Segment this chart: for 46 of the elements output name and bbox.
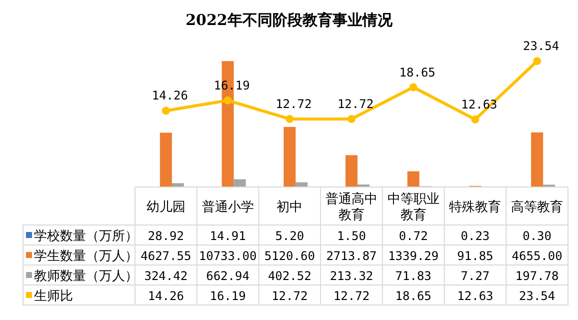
data-label: 10733.00 bbox=[198, 249, 257, 263]
x-tick-label: 中等职业教育 bbox=[387, 192, 440, 223]
data-label: 28.92 bbox=[148, 229, 184, 243]
data-label: 4655.00 bbox=[512, 249, 562, 263]
data-label: 1.50 bbox=[337, 229, 366, 243]
x-tick-label: 特殊教育 bbox=[449, 199, 502, 215]
data-label: 0.72 bbox=[398, 229, 428, 243]
data-label: 18.65 bbox=[395, 289, 432, 303]
data-label: 197.78 bbox=[515, 269, 559, 283]
text: 18.65 bbox=[399, 65, 436, 80]
text: 12.72 bbox=[276, 96, 312, 111]
x-tick-label: 高等教育 bbox=[511, 199, 564, 215]
data-label: 0.30 bbox=[522, 229, 552, 243]
data-label: 12.72 bbox=[272, 289, 308, 303]
data-label: 91.85 bbox=[457, 249, 494, 263]
data-label: 662.94 bbox=[206, 269, 250, 283]
data-label: 12.63 bbox=[457, 289, 494, 303]
x-tick-label: 普通高中教育 bbox=[326, 191, 378, 223]
data-label: 213.32 bbox=[330, 269, 374, 283]
data-label: 16.19 bbox=[210, 289, 246, 303]
chart-title: 2022年不同阶段教育事业情况 bbox=[186, 11, 394, 29]
data-label: 14.26 bbox=[148, 289, 184, 303]
legend-label: 生师比 bbox=[34, 289, 73, 304]
x-tick-label: 普通小学 bbox=[202, 199, 254, 215]
data-label: 71.83 bbox=[395, 269, 432, 283]
legend-item: 教师数量（万人） bbox=[26, 269, 138, 284]
x-tick-label: 幼儿园 bbox=[146, 200, 186, 215]
text: 23.54 bbox=[523, 39, 560, 54]
data-label: 0.23 bbox=[460, 229, 490, 243]
data-label: 1339.29 bbox=[388, 249, 439, 263]
text: 14.26 bbox=[152, 88, 188, 103]
data-label: 23.54 bbox=[519, 289, 556, 303]
data-label: 5.20 bbox=[275, 229, 304, 243]
data-label: 5120.60 bbox=[264, 249, 315, 263]
legend-item: 生师比 bbox=[26, 289, 73, 304]
data-label: 324.42 bbox=[144, 269, 188, 283]
legend-item: 学生数量（万人） bbox=[26, 249, 138, 264]
data-label: 2713.87 bbox=[326, 249, 377, 263]
data-label: 12.72 bbox=[333, 289, 370, 303]
x-tick-label: 初中 bbox=[276, 200, 303, 215]
text: 12.72 bbox=[337, 96, 374, 111]
legend-item: 学校数量（万所） bbox=[26, 229, 138, 244]
data-label: 4627.55 bbox=[140, 249, 192, 263]
data-label: 402.52 bbox=[268, 269, 312, 283]
data-label: 14.91 bbox=[210, 229, 246, 243]
data-label: 7.27 bbox=[460, 269, 490, 283]
